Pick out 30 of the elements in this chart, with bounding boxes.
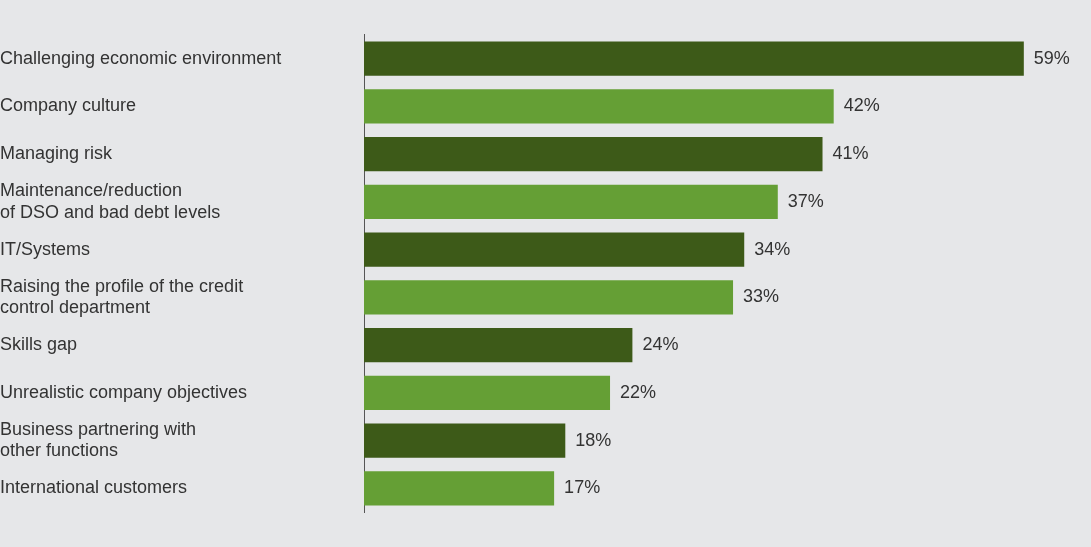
data-label: 22% (620, 381, 657, 402)
y-tick-label: Company culture (0, 95, 137, 116)
bar (364, 136, 823, 172)
bar (364, 423, 566, 458)
data-label: 17% (564, 477, 601, 498)
bar (364, 41, 1024, 76)
data-label: 42% (843, 95, 880, 116)
data-label: 18% (575, 429, 612, 450)
y-tick-label: Raising the profile of the credit control department (0, 275, 244, 318)
y-tick-label: Maintenance/reduction of DSO and bad debt levels (0, 180, 221, 222)
bar (364, 471, 555, 506)
y-tick-label: Managing risk (0, 143, 114, 164)
data-label: 37% (787, 190, 824, 211)
data-label: 41% (832, 143, 869, 164)
data-label: 34% (754, 238, 791, 259)
y-tick-label: International customers (0, 477, 188, 498)
bar (364, 327, 633, 363)
y-tick-label: Skills gap (0, 334, 78, 355)
y-tick-label: Business partnering with other functions (0, 418, 197, 461)
bar (364, 280, 734, 315)
bar (364, 375, 611, 411)
data-label: 24% (642, 334, 679, 355)
y-tick-label: Unrealistic company objectives (0, 381, 248, 402)
data-label: 59% (1033, 47, 1070, 68)
data-label: 33% (743, 286, 780, 307)
y-tick-label: IT/Systems (0, 238, 91, 259)
bar (364, 232, 745, 267)
bar (364, 89, 834, 124)
y-tick-label: Challenging economic environment (0, 47, 282, 68)
bar (364, 184, 778, 220)
